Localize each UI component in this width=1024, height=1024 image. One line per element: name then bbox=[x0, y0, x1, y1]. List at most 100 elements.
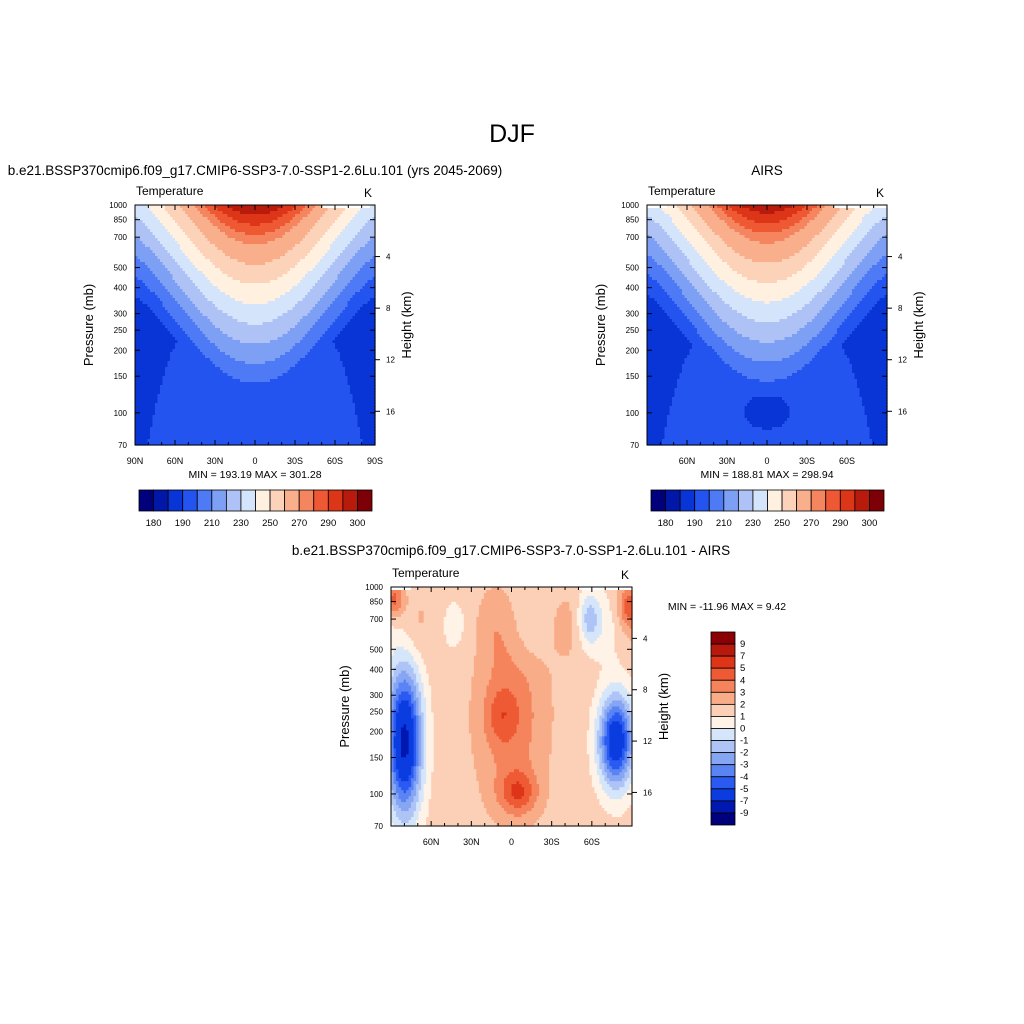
contour-cell bbox=[277, 223, 281, 227]
contour-cell bbox=[260, 211, 264, 215]
contour-cell bbox=[160, 211, 164, 215]
contour-cell bbox=[355, 244, 359, 248]
contour-cell bbox=[235, 244, 239, 248]
contour-cell bbox=[145, 223, 149, 227]
contour-cell bbox=[195, 214, 199, 218]
contour-cell bbox=[217, 250, 221, 254]
contour-cell bbox=[232, 235, 236, 239]
contour-cell bbox=[345, 214, 349, 218]
contour-cell bbox=[335, 247, 339, 251]
contour-cell bbox=[190, 247, 194, 251]
contour-cell bbox=[337, 238, 341, 242]
contour-cell bbox=[195, 205, 199, 209]
contour-cell bbox=[180, 211, 184, 215]
contour-cell bbox=[372, 223, 376, 227]
contour-cell bbox=[300, 244, 304, 248]
contour-cell bbox=[212, 208, 216, 212]
contour-cell bbox=[152, 214, 156, 218]
contour-cell bbox=[190, 235, 194, 239]
contour-cell bbox=[237, 208, 241, 212]
contour-cell bbox=[227, 220, 231, 224]
contour-cell bbox=[267, 229, 271, 233]
contour-cell bbox=[167, 241, 171, 245]
contour-cell bbox=[150, 220, 154, 224]
contour-cell bbox=[180, 241, 184, 245]
contour-cell bbox=[332, 208, 336, 212]
contour-cell bbox=[337, 232, 341, 236]
contour-cell bbox=[287, 235, 291, 239]
contour-cell bbox=[357, 232, 361, 236]
contour-cell bbox=[355, 223, 359, 227]
contour-cell bbox=[190, 223, 194, 227]
contour-cell bbox=[322, 214, 326, 218]
contour-cell bbox=[195, 217, 199, 221]
contour-cell bbox=[172, 220, 176, 224]
contour-cell bbox=[137, 247, 141, 251]
contour-cell bbox=[337, 235, 341, 239]
contour-cell bbox=[355, 247, 359, 251]
contour-cell bbox=[220, 214, 224, 218]
contour-cell bbox=[335, 232, 339, 236]
contour-cell bbox=[327, 220, 331, 224]
contour-cell bbox=[157, 238, 161, 242]
contour-cell bbox=[190, 205, 194, 209]
contour-cell bbox=[312, 205, 316, 209]
contour-cell bbox=[287, 208, 291, 212]
contour-cell bbox=[227, 238, 231, 242]
contour-cell bbox=[167, 217, 171, 221]
contour-cell bbox=[337, 214, 341, 218]
contour-cell bbox=[150, 229, 154, 233]
contour-cell bbox=[352, 223, 356, 227]
contour-cell bbox=[325, 226, 329, 230]
contour-cell bbox=[182, 223, 186, 227]
contour-cell bbox=[212, 250, 216, 254]
contour-cell bbox=[302, 241, 306, 245]
contour-cell bbox=[162, 247, 166, 251]
contour-cell bbox=[240, 220, 244, 224]
contour-cell bbox=[357, 238, 361, 242]
contour-cell bbox=[167, 250, 171, 254]
contour-cell bbox=[137, 217, 141, 221]
contour-cell bbox=[225, 229, 229, 233]
contour-cell bbox=[317, 235, 321, 239]
contour-cell bbox=[225, 220, 229, 224]
contour-cell bbox=[252, 208, 256, 212]
contour-cell bbox=[327, 205, 331, 209]
contour-cell bbox=[300, 238, 304, 242]
contour-cell bbox=[342, 211, 346, 215]
contour-cell bbox=[230, 211, 234, 215]
contour-cell bbox=[197, 223, 201, 227]
contour-cell bbox=[182, 247, 186, 251]
contour-cell bbox=[137, 226, 141, 230]
contour-cell bbox=[225, 247, 229, 251]
contour-cell bbox=[330, 214, 334, 218]
contour-cell bbox=[355, 232, 359, 236]
contour-cell bbox=[217, 211, 221, 215]
contour-cell bbox=[342, 217, 346, 221]
contour-cell bbox=[240, 229, 244, 233]
contour-cell bbox=[205, 250, 209, 254]
contour-cell bbox=[245, 244, 249, 248]
contour-cell bbox=[330, 205, 334, 209]
contour-cell bbox=[260, 244, 264, 248]
contour-cell bbox=[297, 205, 301, 209]
contour-cell bbox=[340, 217, 344, 221]
contour-cell bbox=[160, 247, 164, 251]
contour-cell bbox=[327, 217, 331, 221]
contour-cell bbox=[305, 247, 309, 251]
contour-cell bbox=[192, 214, 196, 218]
contour-cell bbox=[200, 247, 204, 251]
contour-cell bbox=[315, 217, 319, 221]
contour-cell bbox=[315, 238, 319, 242]
contour-cell bbox=[352, 211, 356, 215]
contour-cell bbox=[357, 217, 361, 221]
contour-cell bbox=[135, 217, 139, 221]
contour-cell bbox=[272, 220, 276, 224]
contour-cell bbox=[287, 214, 291, 218]
contour-cell bbox=[350, 235, 354, 239]
contour-cell bbox=[370, 229, 374, 233]
contour-cell bbox=[297, 238, 301, 242]
contour-cell bbox=[155, 244, 159, 248]
contour-cell bbox=[217, 238, 221, 242]
contour-cell bbox=[372, 244, 376, 248]
